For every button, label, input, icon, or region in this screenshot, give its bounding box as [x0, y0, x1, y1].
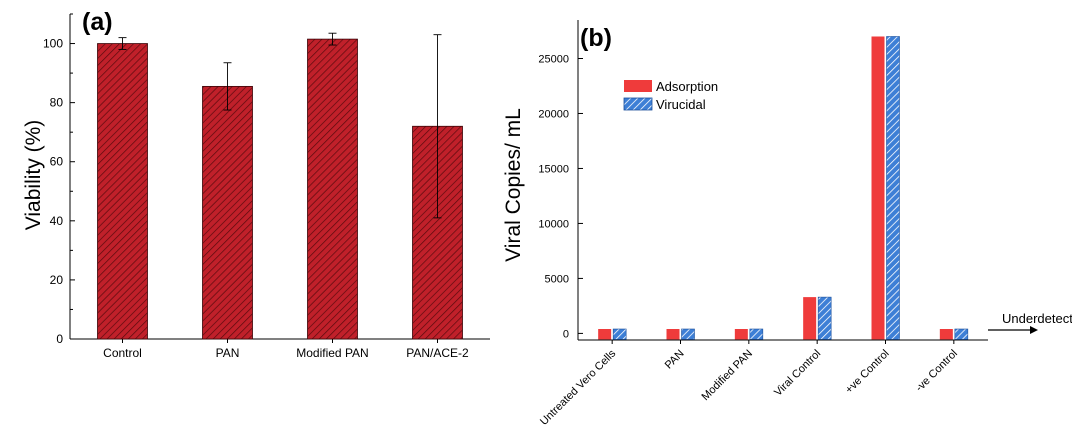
panel-b-axes: [577, 20, 988, 344]
panel-a-chart: (a) Viability (%) Control PAN Modified PAN…: [22, 8, 490, 360]
error-bar-pan: [223, 62, 232, 111]
panel-a-y-axis-title: Viability (%): [22, 120, 45, 230]
panel-a-bars: [97, 32, 463, 340]
x-tick-label-ve-control: -ve Control: [913, 348, 960, 395]
bar-adsorption-pan: [666, 329, 680, 340]
panel-a-label: (a): [82, 8, 113, 36]
x-tick-label-pan: PAN: [216, 346, 240, 360]
x-tick-label-control: Control: [103, 346, 142, 360]
error-bar-pan-ace-2: [433, 34, 442, 219]
x-tick-label-modified-pan: Modified PAN: [699, 348, 755, 404]
legend-label-adsorption: Adsorption: [656, 79, 718, 94]
x-tick-label-untreated-vero-cells: Untreated Vero Cells: [538, 347, 619, 428]
bar-virucidal-modified-pan: [749, 328, 764, 340]
panel-a-y-tick-label: 80: [50, 96, 64, 110]
bar-adsorption-ve-control: [939, 329, 953, 340]
bar-virucidal-ve-control: [886, 36, 900, 340]
bar-adsorption-modified-pan: [734, 329, 748, 340]
panel-a-y-tick-label: 60: [50, 155, 64, 169]
panel-b-chart: (b) Viral Copies/ mL Untreated Vero Cell…: [502, 20, 1072, 428]
panel-b-legend: Adsorption Virucidal: [623, 79, 718, 112]
x-tick-label-viral-control: Viral Control: [772, 348, 823, 399]
panel-b-y-tick-label: 0: [563, 328, 569, 340]
panel-b-y-tick-label: 5000: [545, 273, 569, 285]
bar-adsorption-ve-control: [871, 36, 885, 340]
bar-virucidal-viral-control: [817, 296, 832, 340]
panel-b-y-tick-labels: 0 5000 10000 15000 20000 25000: [538, 53, 569, 340]
panel-a-y-tick-label: 20: [50, 273, 64, 287]
panel-b-y-tick-label: 15000: [538, 163, 569, 175]
legend-swatch-virucidal: [623, 97, 653, 111]
panel-a-x-tick-labels: Control PAN Modified PAN PAN/ACE-2: [103, 346, 469, 360]
bar-adsorption-untreated-vero-cells: [598, 329, 612, 340]
panel-b-bars: [598, 36, 969, 340]
panel-a-y-tick-label: 0: [56, 332, 63, 346]
bar-adsorption-viral-control: [803, 297, 817, 340]
panel-b-y-axis-title: Viral Copies/ mL: [502, 108, 525, 262]
x-tick-label-ve-control: +ve Control: [843, 348, 891, 396]
bar-virucidal-pan: [681, 328, 695, 340]
legend-label-virucidal: Virucidal: [656, 97, 706, 112]
bar-pan: [202, 85, 253, 340]
error-bar-modified-pan: [328, 32, 337, 46]
error-bar-control: [118, 37, 127, 50]
x-tick-label-modified-pan: Modified PAN: [296, 346, 368, 360]
bar-virucidal-untreated-vero-cells: [612, 328, 627, 340]
panel-b-label: (b): [580, 24, 612, 52]
panel-b-y-tick-label: 10000: [538, 218, 569, 230]
underdetected-annotation: Underdetected: [1002, 311, 1072, 326]
bar-control: [97, 43, 148, 340]
bar-virucidal-ve-control: [954, 328, 969, 340]
panel-a-y-tick-labels: 0 20 40 60 80 100: [43, 37, 63, 346]
x-tick-label-pan: PAN: [663, 348, 687, 372]
x-tick-label-pan-ace-2: PAN/ACE-2: [406, 346, 469, 360]
panel-a-y-tick-label: 100: [43, 37, 63, 51]
panel-a-y-tick-label: 40: [50, 214, 64, 228]
bar-modified-pan: [307, 38, 358, 340]
panel-b-y-tick-label: 20000: [538, 108, 569, 120]
legend-swatch-adsorption: [624, 80, 652, 92]
panel-b-y-tick-label: 25000: [538, 53, 569, 65]
underdetected-arrow: [988, 326, 1038, 334]
panel-b-x-tick-labels: Untreated Vero Cells PAN Modified PAN Viral…: [538, 347, 960, 428]
